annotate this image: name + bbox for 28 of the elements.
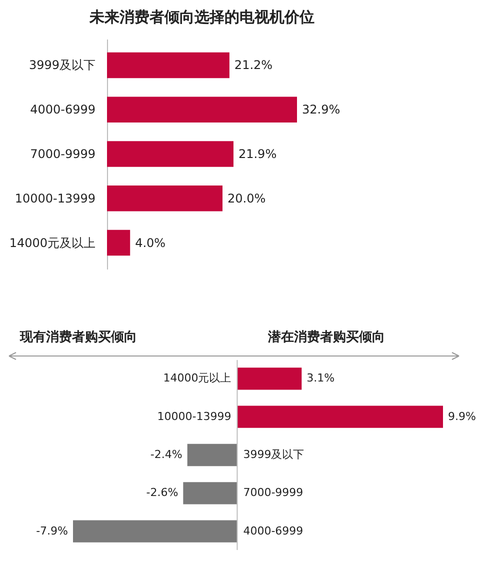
data-label: -7.9% [36,524,68,538]
y-tick-label: 7000-9999 [243,486,304,500]
data-label: 3.1% [306,372,335,385]
bar [107,141,234,167]
y-tick-label: 14000元及以上 [9,236,96,250]
data-label: -2.6% [146,486,178,500]
data-label: -2.4% [150,448,182,461]
data-label: 32.9% [302,102,340,117]
bar [107,186,222,212]
y-tick-label: 10000-13999 [157,410,232,423]
y-tick-label: 3999及以下 [243,448,304,461]
data-label: 4.0% [135,236,166,250]
data-label: 9.9% [448,410,476,423]
y-tick-label: 7000-9999 [30,147,96,161]
y-tick-label: 3999及以下 [28,58,96,72]
y-tick-label: 4000-6999 [30,102,96,117]
text: 现有消费者购买倾向 [20,329,137,346]
chart-title: 未来消费者倾向选择的电视机价位 [88,8,314,26]
bar [107,230,130,256]
bar [107,52,230,78]
y-tick-label: 10000-13999 [14,191,96,206]
y-tick-label: 4000-6999 [243,524,304,538]
data-label: 21.2% [234,58,273,72]
bar [107,96,297,122]
data-label: 21.9% [238,147,277,161]
data-label: 20.0% [228,191,266,206]
text: 潜在消费者购买倾向 [268,329,385,346]
y-tick-label: 14000元以上 [163,372,232,385]
